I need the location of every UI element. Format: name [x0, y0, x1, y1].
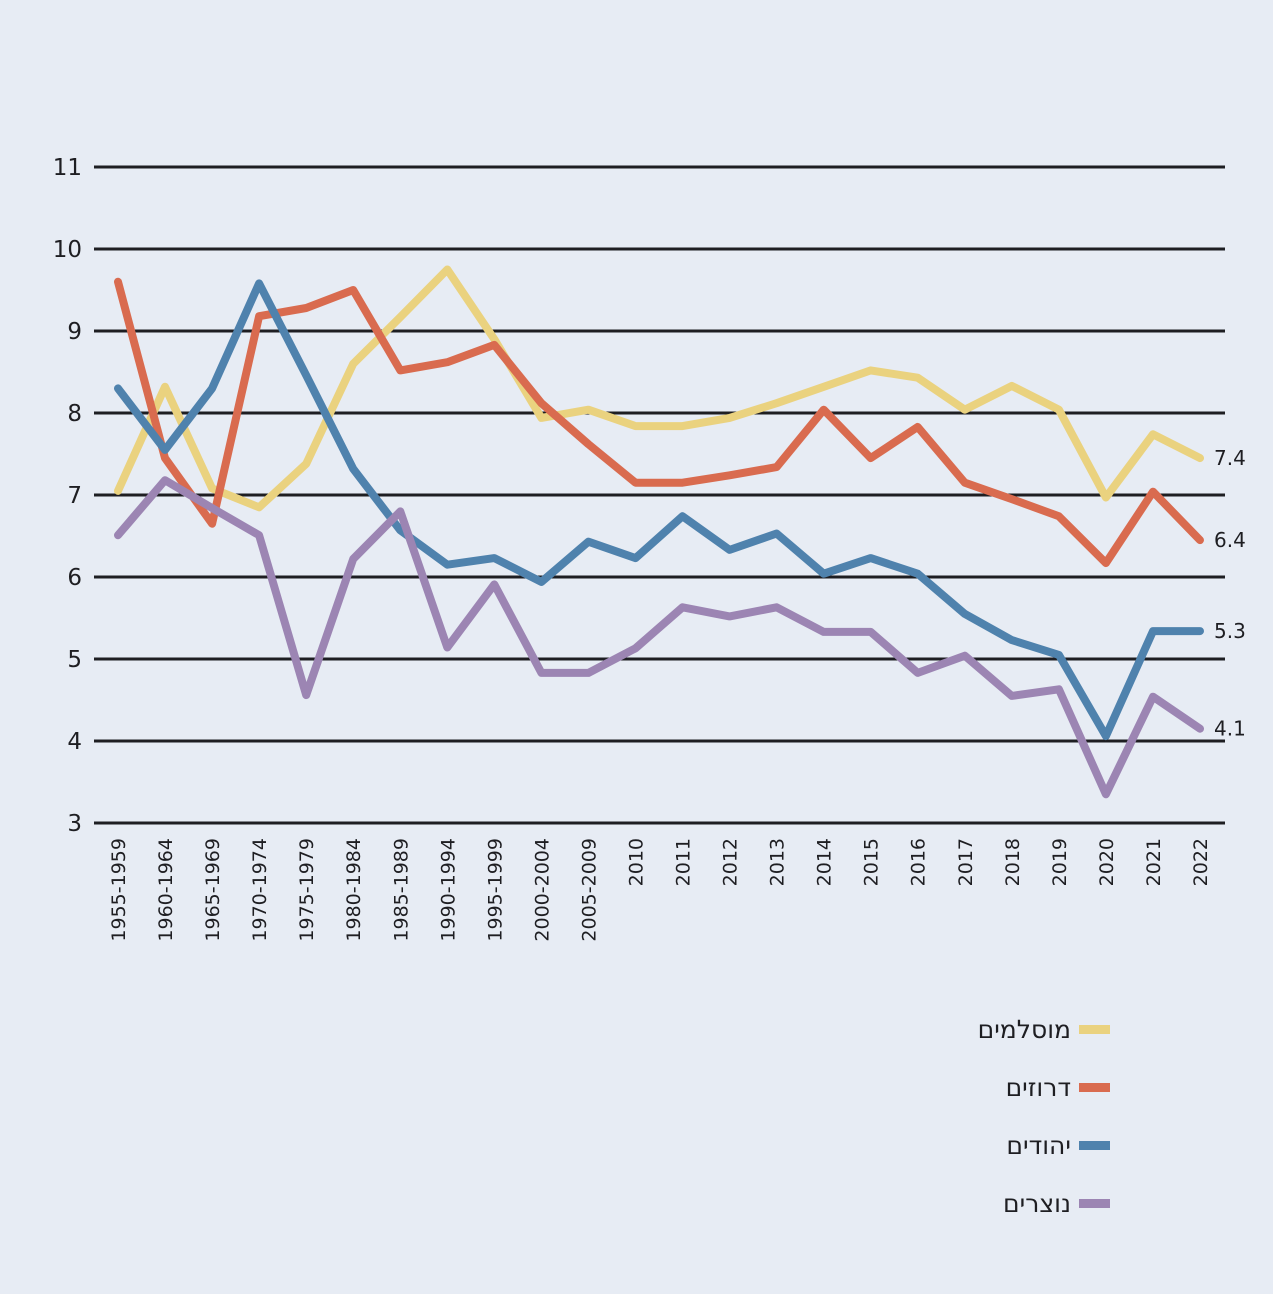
legend-swatch	[1079, 1199, 1110, 1208]
x-tick-label: 2019	[1049, 838, 1071, 886]
x-tick-label: 2005-2009	[578, 838, 600, 942]
legend-item: דרוזים	[1006, 1072, 1110, 1103]
legend-item: מוסלמים	[978, 1014, 1110, 1045]
series-line-1	[114, 277, 1204, 568]
x-tick-label: 1995-1999	[484, 838, 506, 942]
y-tick-label: 6	[67, 565, 82, 591]
series-lines	[114, 265, 1204, 799]
x-tick-label: 2020	[1096, 838, 1118, 886]
y-tick-label: 9	[67, 319, 82, 345]
series-line-0	[114, 265, 1204, 512]
legend-item: נוצרים	[1003, 1188, 1110, 1219]
series-line-3	[114, 476, 1204, 799]
x-tick-label: 2017	[955, 838, 977, 886]
end-labels: 7.4 6.4 5.3 4.1	[1214, 446, 1246, 741]
y-tick-label: 3	[67, 811, 82, 837]
gridlines	[94, 165, 1225, 825]
y-tick-label: 10	[53, 237, 82, 263]
x-tick-label: 1955-1959	[108, 838, 130, 942]
x-tick-label: 2013	[767, 838, 789, 886]
y-tick-label: 5	[67, 647, 82, 673]
end-value-label: 7.4	[1214, 446, 1246, 470]
legend-swatch	[1079, 1141, 1110, 1150]
legend-swatch	[1079, 1083, 1110, 1092]
x-tick-label: 1965-1969	[202, 838, 224, 942]
x-axis-ticks: 1955-1959 1960-1964 1965-1969 1970-1974 1975…	[108, 838, 1212, 942]
legend-item: יהודים	[1006, 1130, 1110, 1161]
y-tick-label: 7	[67, 483, 82, 509]
x-tick-label: 1985-1989	[390, 838, 412, 942]
x-tick-label: 1975-1979	[296, 838, 318, 942]
legend-label: דרוזים	[1005, 1073, 1071, 1102]
legend: מוסלמים דרוזים יהודים נוצרים	[978, 1014, 1110, 1219]
series-line-2	[114, 279, 1204, 741]
x-tick-label: 2018	[1002, 838, 1024, 886]
x-tick-label: 2022	[1190, 838, 1212, 886]
x-tick-label: 2000-2004	[531, 838, 553, 942]
x-tick-label: 1980-1984	[343, 838, 365, 942]
y-tick-label: 11	[53, 155, 82, 181]
legend-swatch	[1079, 1025, 1110, 1034]
x-tick-label: 1960-1964	[155, 838, 177, 942]
end-value-label: 4.1	[1214, 717, 1246, 741]
legend-label: מוסלמים	[977, 1015, 1071, 1044]
y-tick-label: 4	[67, 729, 82, 755]
x-tick-label: 1970-1974	[249, 838, 271, 942]
x-tick-label: 2016	[908, 838, 930, 886]
end-value-label: 6.4	[1214, 528, 1246, 552]
end-value-label: 5.3	[1214, 619, 1246, 643]
x-tick-label: 2021	[1143, 838, 1165, 886]
x-tick-label: 2010	[625, 838, 647, 886]
x-tick-label: 2012	[720, 838, 742, 886]
y-tick-label: 8	[67, 401, 82, 427]
y-axis-ticks: 3 4 5 6 7 8 9 10 11	[53, 155, 82, 837]
x-tick-label: 1990-1994	[437, 838, 459, 942]
x-tick-label: 2015	[861, 838, 883, 886]
x-tick-label: 2011	[673, 838, 695, 886]
legend-label: נוצרים	[1003, 1189, 1071, 1218]
legend-label: יהודים	[1006, 1131, 1071, 1160]
x-tick-label: 2014	[814, 838, 836, 886]
